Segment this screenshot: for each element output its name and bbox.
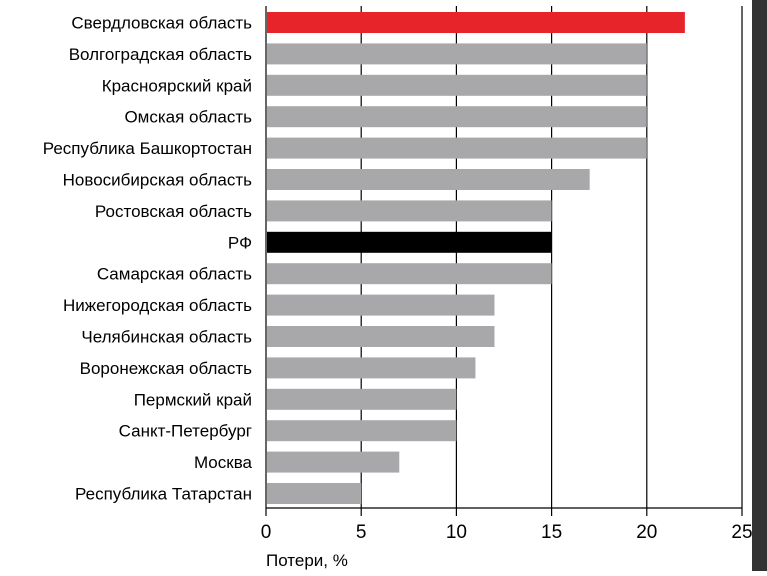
category-label: Пермский край [134, 390, 252, 409]
bar [267, 357, 476, 379]
category-label: Санкт-Петербург [119, 422, 252, 441]
bar [267, 106, 647, 128]
category-label: Воронежская область [80, 359, 253, 378]
bar [267, 326, 495, 347]
x-tick-label: 10 [446, 522, 467, 543]
category-label: Нижегородская область [63, 296, 252, 315]
category-label: Омская область [124, 108, 252, 127]
bar [267, 12, 685, 33]
bar [267, 420, 457, 442]
bar [267, 231, 552, 253]
x-tick-label: 15 [541, 522, 562, 543]
category-label: РФ [228, 233, 252, 252]
x-tick-label: 5 [356, 522, 367, 543]
category-label: Челябинская область [81, 328, 252, 347]
category-label: Самарская область [97, 265, 252, 284]
bar [267, 483, 362, 504]
bar [267, 200, 552, 222]
x-axis-title: Потери, % [266, 551, 348, 570]
category-label: Республика Татарстан [75, 485, 252, 504]
bar [267, 263, 552, 285]
category-label: Свердловская область [71, 14, 252, 33]
category-labels: Свердловская область Волгоградская област… [43, 14, 253, 504]
bars [267, 12, 685, 504]
category-label: Новосибирская область [63, 171, 252, 190]
x-tick-label: 20 [636, 522, 657, 543]
x-tick-label: 0 [261, 522, 272, 543]
x-axis: 0 5 10 15 20 25 [261, 507, 753, 543]
category-label: Красноярский край [102, 76, 252, 95]
bar [267, 43, 647, 65]
bar [267, 74, 647, 96]
category-label: Ростовская область [95, 202, 252, 221]
category-label: Республика Башкортостан [43, 139, 252, 158]
right-edge-strip [752, 0, 767, 571]
bar [267, 388, 457, 410]
x-tick-label: 25 [731, 522, 752, 543]
bar [267, 137, 647, 159]
category-label: Волгоградская область [69, 45, 252, 64]
category-label: Москва [194, 453, 253, 472]
bar [267, 169, 590, 190]
bar [267, 451, 400, 473]
bar [267, 294, 495, 316]
